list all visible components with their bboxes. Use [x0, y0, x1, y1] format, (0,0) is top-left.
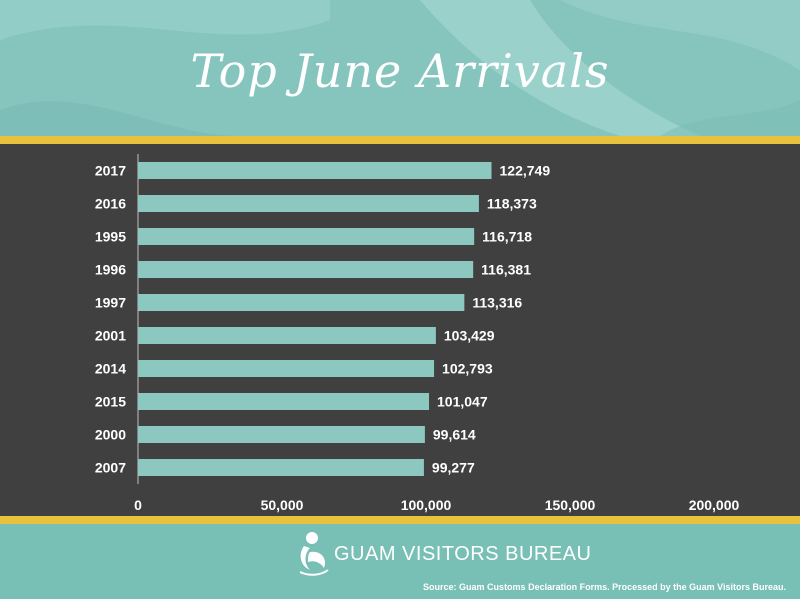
bar-2017 — [138, 162, 492, 179]
value-label: 122,749 — [500, 163, 551, 179]
category-label: 2001 — [95, 328, 126, 344]
gold-band-bottom — [0, 516, 800, 524]
bar-2016 — [138, 195, 479, 212]
bar-2015 — [138, 393, 430, 410]
x-tick-label: 200,000 — [689, 497, 740, 513]
footer — [0, 524, 800, 599]
value-label: 101,047 — [437, 394, 488, 410]
guam-visitors-bureau-logo-icon — [299, 532, 329, 576]
org-name: GUAM VISITORS BUREAU — [334, 543, 592, 565]
category-label: 2017 — [95, 163, 126, 179]
gold-band-top — [0, 136, 800, 144]
value-label: 118,373 — [487, 196, 537, 212]
decorative-waves — [0, 0, 800, 136]
bar-chart: 2017 122,749 2016 118,373 1995 116,718 1996 116… — [95, 154, 740, 513]
bar-1997 — [138, 294, 465, 311]
category-label: 2000 — [95, 427, 126, 443]
category-label: 2007 — [95, 460, 126, 476]
value-label: 102,793 — [442, 361, 493, 377]
chart-panel: 2017 122,749 2016 118,373 1995 116,718 1996 116… — [0, 144, 800, 516]
header-banner: Top June Arrivals — [0, 0, 800, 136]
category-label: 2015 — [95, 394, 126, 410]
bar-2007 — [138, 459, 424, 476]
category-label: 1995 — [95, 229, 126, 245]
value-label: 103,429 — [444, 328, 495, 344]
x-tick-label: 100,000 — [401, 497, 452, 513]
source-note: Source: Guam Customs Declaration Forms. … — [423, 582, 786, 592]
x-tick-label: 0 — [134, 497, 142, 513]
value-label: 116,718 — [482, 229, 532, 245]
value-label: 99,277 — [432, 460, 475, 476]
bar-2014 — [138, 360, 435, 377]
category-label: 1996 — [95, 262, 126, 278]
bar-1995 — [138, 228, 475, 245]
bar-1996 — [138, 261, 474, 278]
value-label: 99,614 — [433, 427, 476, 443]
bar-2001 — [138, 327, 436, 344]
x-tick-label: 150,000 — [545, 497, 596, 513]
slide-title: Top June Arrivals — [190, 44, 610, 98]
bar-2000 — [138, 426, 425, 443]
x-tick-label: 50,000 — [261, 497, 304, 513]
value-label: 116,381 — [481, 262, 531, 278]
category-label: 2014 — [95, 361, 126, 377]
category-label: 2016 — [95, 196, 126, 212]
value-label: 113,316 — [472, 295, 522, 311]
category-label: 1997 — [95, 295, 126, 311]
